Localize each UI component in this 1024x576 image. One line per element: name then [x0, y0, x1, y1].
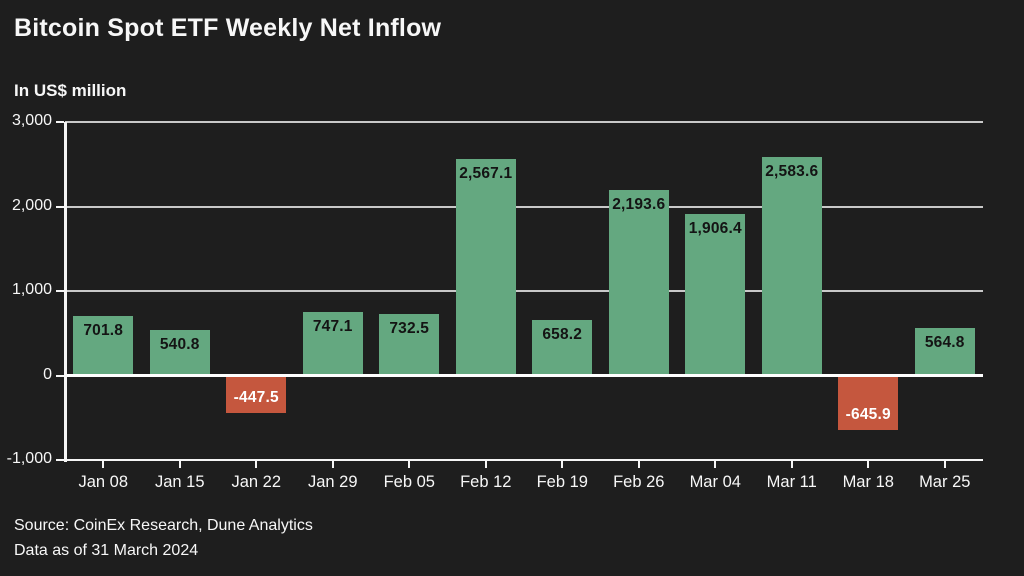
y-tick-label: 2,000: [11, 196, 52, 214]
x-axis-tick: [790, 461, 793, 468]
bar-feb-12: [455, 158, 516, 376]
y-axis-tick: [56, 459, 64, 461]
bar-value-label: 2,567.1: [459, 164, 513, 182]
x-tick-label: Mar 25: [919, 473, 971, 491]
bar-jan-29: [302, 312, 363, 376]
x-tick-label: Jan 15: [154, 473, 205, 491]
x-tick-label: Feb 05: [383, 473, 435, 491]
x-axis-tick: [102, 461, 105, 468]
x-axis-tick: [943, 461, 946, 468]
y-tick-label: -1,000: [6, 450, 52, 467]
y-tick-label: 1,000: [11, 281, 52, 298]
bar-feb-26: [608, 190, 669, 376]
bar-jan-08: [73, 316, 134, 376]
data-as-of-note: Data as of 31 March 2024: [14, 542, 199, 559]
x-axis-tick: [331, 461, 334, 468]
x-axis-tick: [178, 461, 181, 468]
bar-feb-05: [379, 313, 440, 376]
x-axis-tick: [714, 461, 717, 468]
x-axis-tick: [867, 461, 870, 468]
x-tick-label: Jan 08: [78, 473, 129, 491]
x-tick-label: Mar 18: [842, 473, 894, 491]
bar-value-label: 2,583.6: [765, 163, 819, 181]
bar-value-label: 1,906.4: [688, 220, 742, 238]
y-axis-tick: [56, 290, 64, 292]
zero-baseline: [65, 374, 983, 377]
page-title: Bitcoin Spot ETF Weekly Net Inflow: [14, 14, 442, 42]
bar-mar-11: [761, 157, 822, 376]
gridline: [65, 290, 983, 292]
x-tick-label: Feb 12: [460, 473, 512, 491]
bar-value-label: -645.9: [845, 406, 891, 424]
x-tick-label: Feb 26: [613, 473, 665, 491]
bar-mar-18: [838, 375, 899, 431]
bar-mar-25: [914, 327, 975, 376]
bar-value-label: 2,193.6: [612, 196, 666, 214]
x-axis-tick: [637, 461, 640, 468]
y-axis-tick: [56, 205, 64, 208]
bar-value-label: 732.5: [389, 319, 430, 337]
x-axis-tick: [484, 461, 487, 468]
x-tick-label: Jan 29: [307, 473, 358, 491]
bar-mar-04: [685, 214, 746, 376]
y-axis-tick: [56, 121, 64, 123]
bar-value-label: 540.8: [159, 335, 200, 353]
bar-value-label: 658.2: [542, 325, 583, 343]
bar-value-label: 701.8: [83, 322, 124, 340]
x-tick-label: Feb 19: [536, 473, 588, 491]
bar-jan-15: [149, 329, 210, 376]
x-axis-tick: [408, 461, 411, 468]
bar-value-label: -447.5: [233, 389, 279, 407]
x-axis-line: [65, 459, 983, 461]
chart-subtitle: In US$ million: [14, 81, 127, 100]
y-tick-label: 0: [43, 365, 52, 383]
bar-chart-plot-area: 3,000 2,000 1,000 0 -1,000 701.8 Jan 08 540.8 Ja…: [7, 112, 983, 491]
y-axis-tick: [56, 374, 64, 377]
x-tick-label: Mar 11: [766, 473, 817, 491]
x-tick-label: Jan 22: [231, 473, 282, 491]
bar-value-label: 564.8: [924, 333, 965, 351]
gridline: [65, 121, 983, 123]
x-axis-tick: [255, 461, 258, 468]
y-tick-label: 3,000: [11, 112, 52, 129]
source-note: Source: CoinEx Research, Dune Analytics: [14, 517, 313, 534]
bar-feb-19: [532, 319, 593, 376]
x-axis-tick: [561, 461, 564, 468]
bar-jan-22: [226, 375, 287, 414]
y-axis-line: [64, 122, 67, 462]
bar-value-label: 747.1: [312, 318, 353, 336]
x-tick-label: Mar 04: [689, 473, 741, 491]
gridline: [65, 205, 983, 208]
